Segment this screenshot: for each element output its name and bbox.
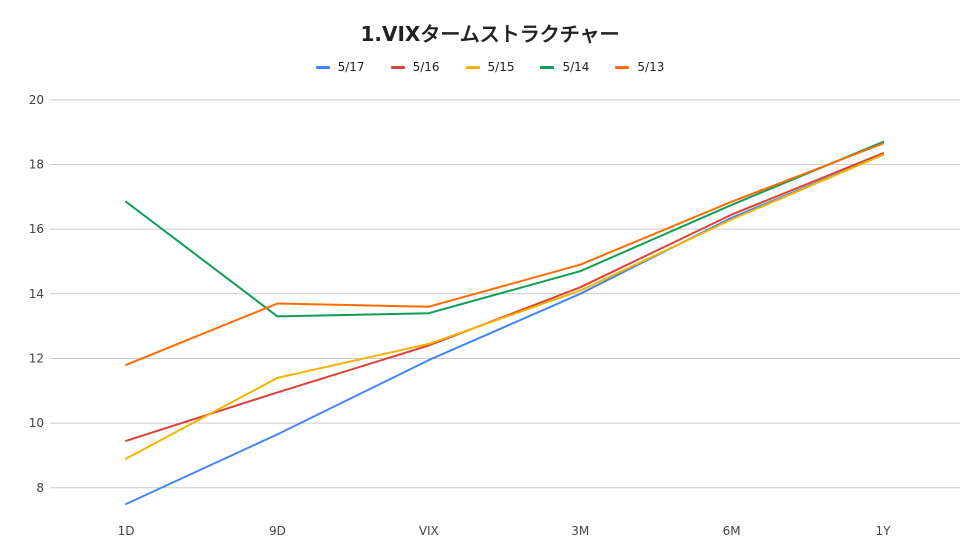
series-line-5-13 — [125, 142, 884, 366]
x-tick-label: VIX — [419, 524, 439, 538]
series-line-5-15 — [125, 153, 884, 460]
y-tick-label: 20 — [29, 93, 44, 107]
y-tick-label: 16 — [29, 222, 44, 236]
y-tick-label: 18 — [29, 157, 44, 171]
legend-item[interactable]: 5/17 — [315, 60, 365, 74]
series-line-5-17 — [125, 153, 884, 505]
chart-legend: 5/17 5/16 5/15 5/14 5/13 — [0, 60, 980, 74]
legend-label: 5/15 — [487, 60, 515, 74]
chart-title: 1.VIXタームストラクチャー — [360, 22, 620, 46]
x-tick-label: 6M — [723, 524, 741, 538]
legend-label: 5/17 — [337, 60, 365, 74]
series-line-5-14 — [125, 140, 884, 318]
x-tick-label: 1Y — [876, 524, 892, 538]
y-tick-label: 14 — [29, 287, 44, 301]
y-tick-label: 8 — [36, 481, 44, 495]
legend-item[interactable]: 5/16 — [390, 60, 440, 74]
legend-item[interactable]: 5/14 — [540, 60, 589, 74]
legend-label: 5/13 — [637, 60, 665, 74]
legend-swatch — [315, 65, 330, 69]
legend-swatch — [465, 65, 480, 69]
x-tick-label: 1D — [118, 524, 135, 538]
legend-swatch — [390, 65, 405, 69]
y-tick-label: 12 — [29, 351, 44, 365]
legend-label: 5/16 — [412, 60, 440, 74]
legend-swatch — [540, 65, 555, 69]
legend-item[interactable]: 5/13 — [615, 60, 664, 74]
x-tick-label: 3M — [571, 524, 589, 538]
legend-swatch — [615, 65, 630, 69]
x-tick-label: 9D — [269, 524, 286, 538]
legend-item[interactable]: 5/15 — [465, 60, 515, 74]
legend-label: 5/14 — [562, 60, 590, 74]
y-tick-label: 10 — [29, 416, 44, 430]
